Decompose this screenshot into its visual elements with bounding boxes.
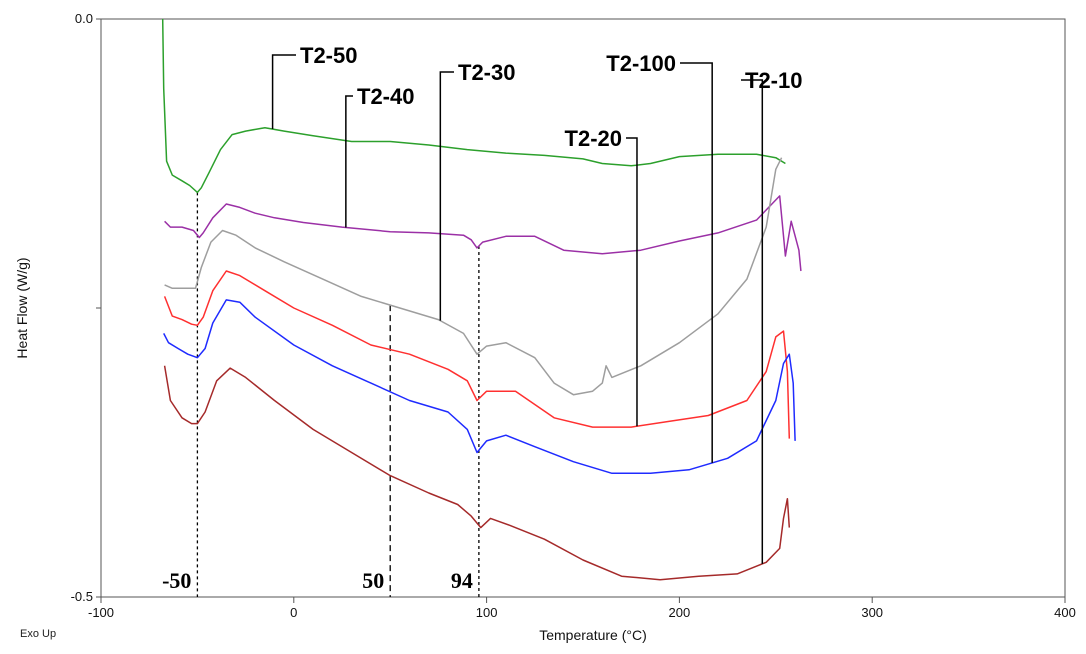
series-label-t2-100: T2-100 xyxy=(606,51,676,76)
series-label-t2-40: T2-40 xyxy=(357,84,414,109)
series-line-t2-100 xyxy=(163,299,796,475)
series-label-t2-30: T2-30 xyxy=(458,60,515,85)
series-lines xyxy=(161,18,802,581)
leader-line-t2-30 xyxy=(439,71,454,321)
series-label-t2-50: T2-50 xyxy=(300,43,357,68)
x-tick-label: 400 xyxy=(1054,605,1076,620)
x-tick-label: 300 xyxy=(861,605,883,620)
leader-line-t2-10 xyxy=(741,79,764,564)
y-tick-label: 0.0 xyxy=(75,11,93,26)
x-tick-label: 100 xyxy=(476,605,498,620)
marker-label: 94 xyxy=(451,568,473,593)
series-label-t2-20: T2-20 xyxy=(565,126,622,151)
leader-line-t2-100 xyxy=(680,62,713,463)
y-ticks: 0.0 -0.5 xyxy=(71,11,101,604)
marker-label: -50 xyxy=(162,568,191,593)
series-line-t2-40 xyxy=(164,195,802,272)
marker-label: 50 xyxy=(362,568,384,593)
leader-line-t2-40 xyxy=(345,95,353,228)
leader-line-t2-20 xyxy=(626,137,638,427)
y-axis-title: Heat Flow (W/g) xyxy=(14,257,30,358)
series-line-t2-20 xyxy=(163,270,791,439)
series-label-t2-10: T2-10 xyxy=(745,68,802,93)
x-ticks: -100 0 100 200 300 400 xyxy=(88,597,1076,620)
series-line-t2-30 xyxy=(164,157,783,396)
y-tick-label: -0.5 xyxy=(71,589,93,604)
leader-line-t2-50 xyxy=(271,54,296,130)
x-tick-label: 0 xyxy=(290,605,297,620)
x-tick-label: -100 xyxy=(88,605,114,620)
marker-lines: -50 50 94 xyxy=(162,192,480,597)
series-line-t2-10 xyxy=(163,365,791,581)
series-line-t2-50 xyxy=(161,18,786,194)
exo-up-note: Exo Up xyxy=(20,628,56,640)
x-axis-title: Temperature (°C) xyxy=(539,627,647,643)
x-tick-label: 200 xyxy=(669,605,691,620)
